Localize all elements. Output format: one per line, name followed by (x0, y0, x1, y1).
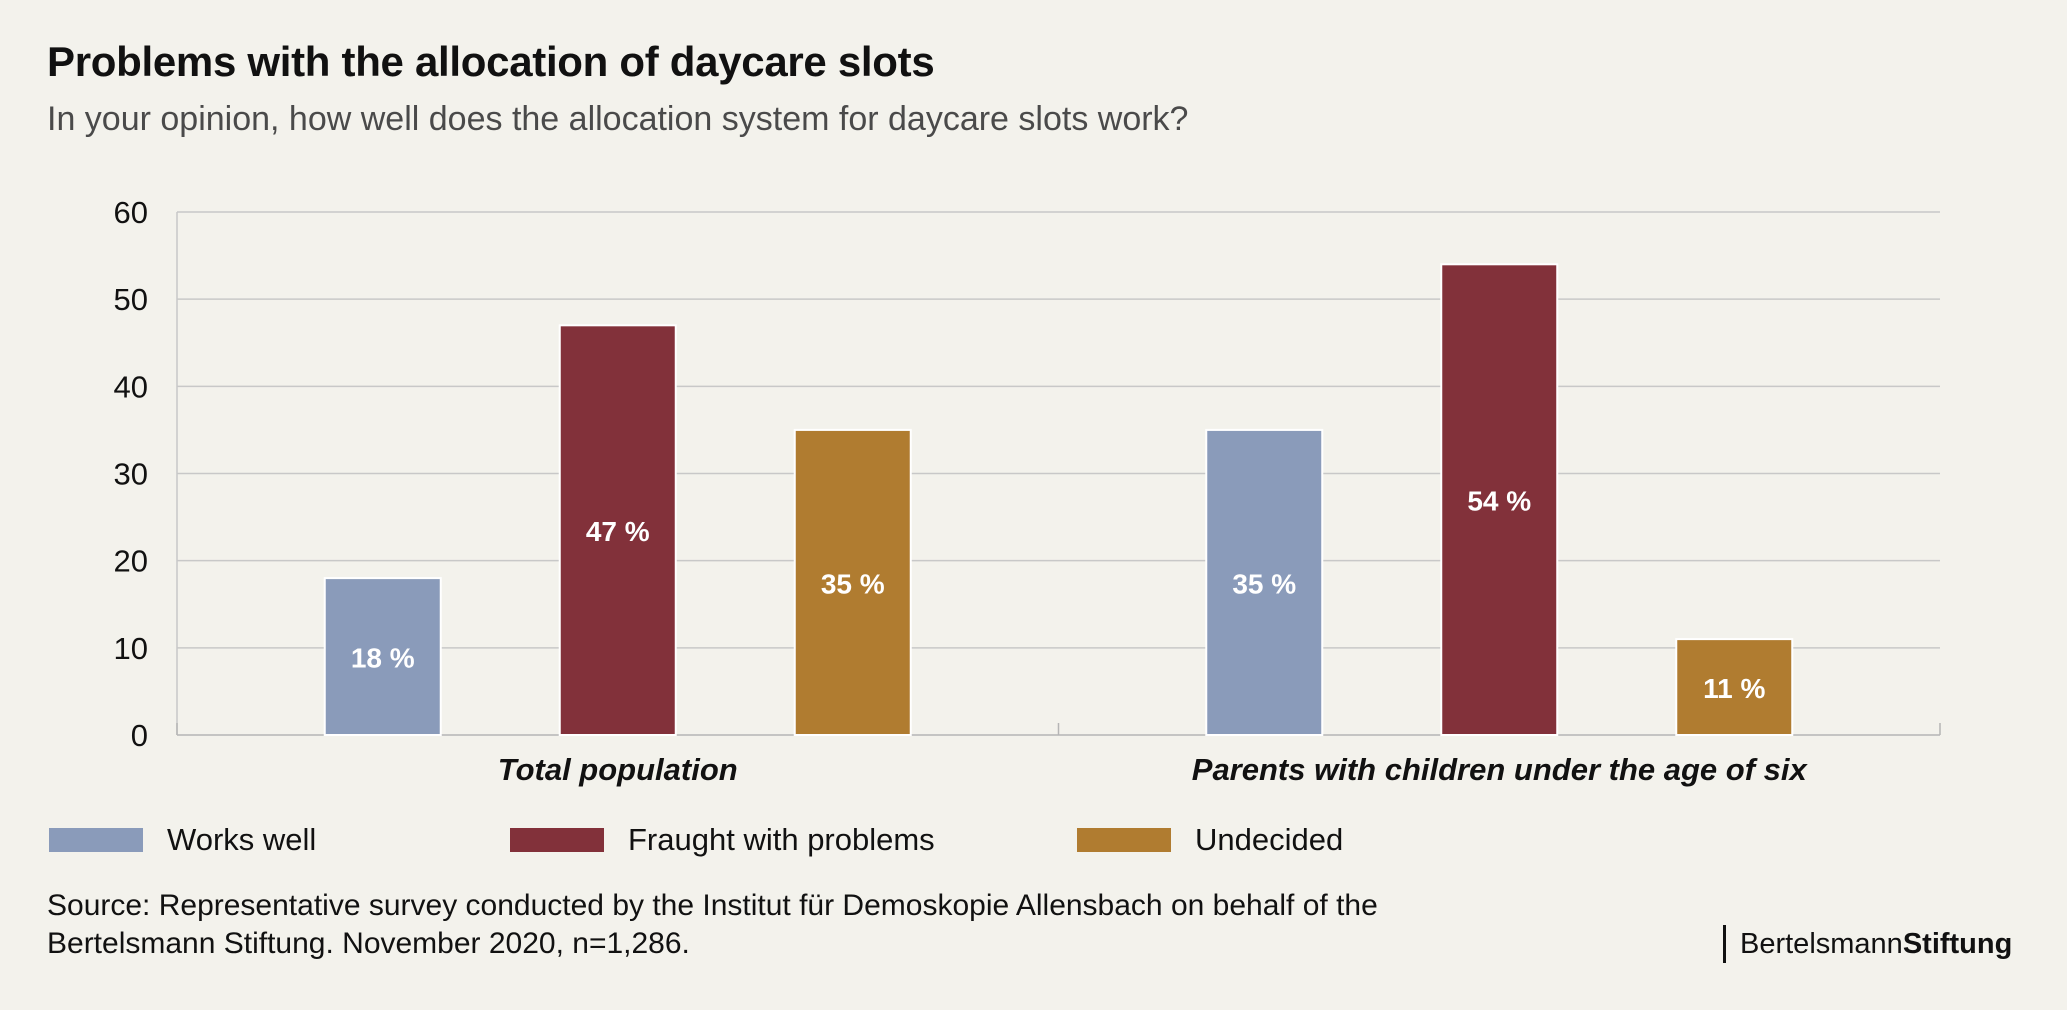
legend-swatch-undecided (1077, 828, 1171, 852)
legend-label-works-well: Works well (167, 822, 317, 857)
legend-label-undecided: Undecided (1195, 822, 1344, 857)
category-labels: Total population Parents with children un… (498, 752, 1809, 787)
category-label-1: Total population (498, 752, 738, 787)
bar-data-labels: 18 % 47 % 35 % 35 % 54 % 11 % (351, 486, 1766, 704)
y-tick-label: 20 (114, 544, 148, 579)
legend-item-undecided: Undecided (1077, 820, 1343, 860)
bar-label-works-well-2: 35 % (1232, 568, 1296, 599)
bar-label-works-well-1: 18 % (351, 643, 415, 674)
category-label-2: Parents with children under the age of s… (1192, 752, 1809, 787)
bars (323, 263, 1794, 736)
bar-label-fraught-with-problems-1: 47 % (586, 516, 650, 547)
bar-label-undecided-1: 35 % (821, 568, 885, 599)
y-tick-label: 10 (114, 631, 148, 666)
y-tick-label: 30 (114, 457, 148, 492)
y-tick-label: 50 (114, 282, 148, 317)
bar-works-well-1 (323, 577, 442, 736)
legend-item-fraught: Fraught with problems (510, 820, 935, 860)
y-axis-ticks: 0 10 20 30 40 50 60 (114, 195, 148, 753)
bar-works-well-2 (1205, 428, 1324, 736)
legend-swatch-fraught (510, 828, 604, 852)
brand-name-bold: Stiftung (1902, 927, 2013, 960)
bar-label-fraught-with-problems-2: 54 % (1467, 486, 1531, 517)
source-note: Source: Representative survey conducted … (47, 887, 1378, 963)
y-tick-label: 60 (114, 195, 148, 230)
bar-fraught-with-problems-1 (558, 324, 677, 736)
bar-undecided-1 (793, 428, 912, 736)
y-tick-label: 40 (114, 369, 148, 404)
y-tick-label: 0 (131, 718, 148, 753)
legend-label-fraught: Fraught with problems (628, 822, 935, 857)
bar-undecided-2 (1675, 638, 1794, 736)
brand-logo: Bertelsmann Stiftung (1723, 925, 2012, 963)
legend-swatch-works-well (49, 828, 143, 852)
chart-title: Problems with the allocation of daycare … (47, 38, 935, 85)
bar-label-undecided-2: 11 % (1703, 673, 1765, 704)
brand-name-regular: Bertelsmann (1740, 927, 1903, 960)
bar-chart: 0 10 20 30 40 50 60 18 % 47 % 35 % 35 % 54 % 11 % T… (114, 195, 1941, 787)
chart-subtitle: In your opinion, how well does the alloc… (47, 100, 1189, 138)
bar-fraught-with-problems-2 (1440, 263, 1559, 736)
grid-lines (176, 211, 1941, 736)
source-line-1: Source: Representative survey conducted … (47, 889, 1378, 922)
legend-item-works-well: Works well (49, 820, 316, 860)
source-line-2: Bertelsmann Stiftung. November 2020, n=1… (47, 927, 690, 960)
legend: Works well Fraught with problems Undecid… (0, 820, 2067, 860)
